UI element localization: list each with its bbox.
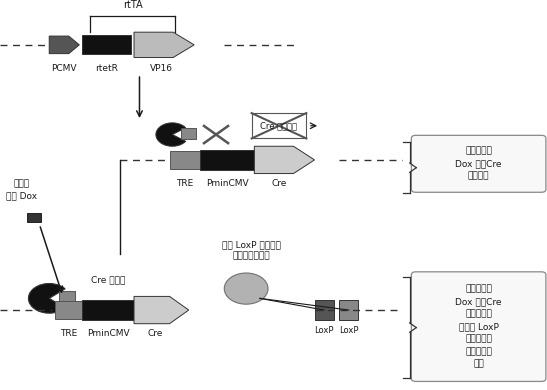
Text: PminCMV: PminCMV — [206, 179, 248, 188]
Bar — [181, 128, 196, 139]
Bar — [339, 300, 358, 320]
Circle shape — [224, 273, 268, 304]
Bar — [82, 35, 131, 54]
Text: 添加评导剂
Dox 时，Cre
酶表达，切
除两个 LoxP
位点间的序
列，腐病毒
死亡: 添加评导剂 Dox 时，Cre 酶表达，切 除两个 LoxP 位点间的序 列，腐… — [455, 284, 502, 369]
Text: Cre: Cre — [271, 179, 287, 188]
Text: 没有评导剂
Dox 时，Cre
酶不表达: 没有评导剂 Dox 时，Cre 酶不表达 — [455, 147, 502, 181]
Text: 两个 LoxP 位点间的
序列被环化切除: 两个 LoxP 位点间的 序列被环化切除 — [222, 240, 281, 261]
Bar — [315, 300, 334, 320]
Bar — [200, 150, 254, 170]
Text: rtTA: rtTA — [123, 0, 142, 10]
Text: PCMV: PCMV — [51, 64, 77, 73]
Text: rtetR: rtetR — [95, 64, 118, 73]
Text: Cre 酶转录: Cre 酶转录 — [91, 275, 125, 284]
FancyBboxPatch shape — [411, 272, 546, 381]
Text: VP16: VP16 — [150, 64, 173, 73]
Text: Cre 酶不转录: Cre 酶不转录 — [260, 121, 298, 130]
Text: Cre: Cre — [147, 329, 162, 338]
Bar — [252, 113, 306, 138]
Wedge shape — [156, 123, 186, 146]
Text: 加入评
导剂 Dox: 加入评 导剂 Dox — [7, 179, 37, 200]
Polygon shape — [134, 296, 189, 324]
FancyBboxPatch shape — [411, 135, 546, 192]
Text: TRE: TRE — [176, 179, 193, 188]
Bar — [27, 213, 41, 222]
Bar — [59, 291, 75, 302]
Wedge shape — [28, 284, 65, 313]
Text: PminCMV: PminCMV — [87, 329, 129, 338]
Text: LoxP: LoxP — [339, 326, 358, 335]
Polygon shape — [49, 36, 79, 53]
Text: LoxP: LoxP — [315, 326, 334, 335]
Polygon shape — [134, 32, 194, 57]
Bar — [82, 300, 134, 320]
Bar — [55, 301, 82, 319]
Bar — [170, 151, 200, 169]
Polygon shape — [254, 146, 315, 174]
Text: TRE: TRE — [60, 329, 77, 338]
